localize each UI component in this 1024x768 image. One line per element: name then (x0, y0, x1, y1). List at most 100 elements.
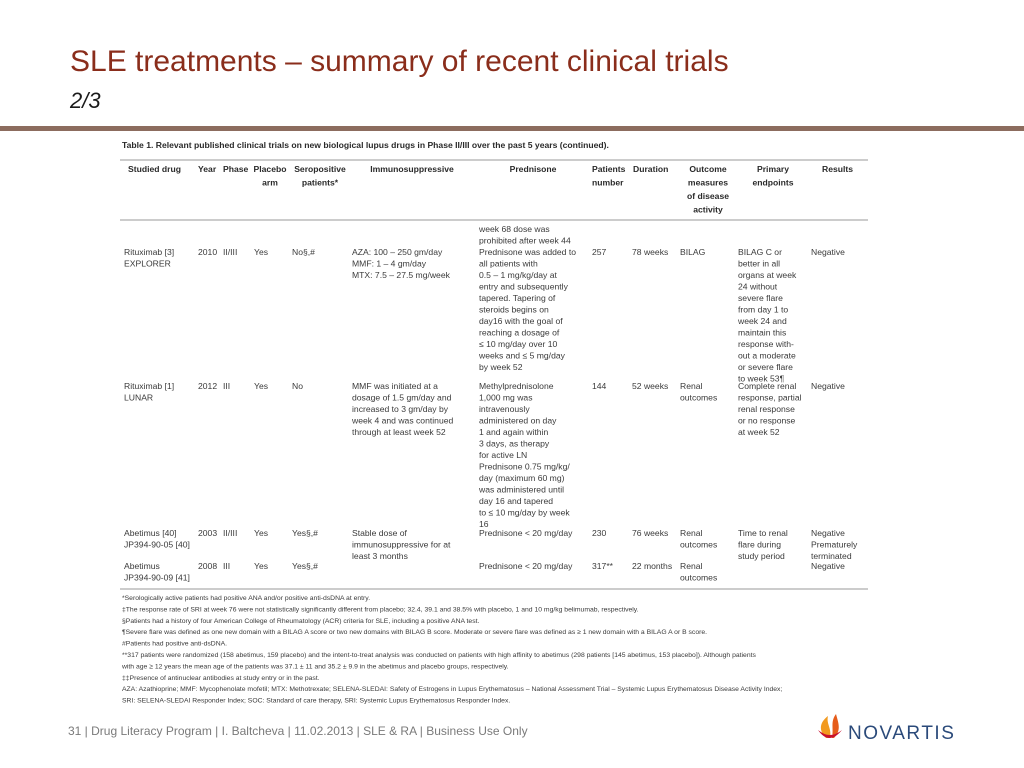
table-cell: 78 weeks (632, 247, 668, 257)
column-header: Studied drug (128, 164, 181, 174)
table-cell: terminated (811, 551, 852, 561)
column-header: patients* (302, 178, 339, 188)
table-cell: MMF: 1 – 4 gm/day (352, 259, 427, 269)
table-cell: LUNAR (124, 393, 153, 403)
table-cell: Abetimus [40] (124, 528, 177, 538)
table-cell: Complete renal (738, 381, 796, 391)
table-cell: Prednisone was added to (479, 247, 576, 257)
footer-text: 31 | Drug Literacy Program | I. Baltchev… (68, 724, 528, 738)
footnote: SRI: SELENA-SLEDAI Responder Index; SOC:… (122, 698, 510, 705)
table-cell: 1 and again within (479, 427, 548, 437)
table-cell: study period (738, 551, 785, 561)
table-cell: Yes (254, 247, 268, 257)
table-cell: intravenously (479, 404, 530, 414)
table-cell: increased to 3 gm/day by (352, 404, 449, 414)
column-header: Year (198, 164, 217, 174)
table-cell: outcomes (680, 540, 717, 550)
table-cell: Yes (254, 528, 268, 538)
column-header: number (592, 178, 624, 188)
table-cell: Renal (680, 381, 703, 391)
logo-text: NOVARTIS (848, 723, 955, 744)
table-cell: dosage of 1.5 gm/day and (352, 393, 452, 403)
column-header: Seropositive (294, 164, 346, 174)
logo-mark (818, 714, 842, 738)
table-cell: Renal (680, 528, 703, 538)
table-cell: JP394-90-05 [40] (124, 540, 190, 550)
column-header: Immunosuppressive (370, 164, 454, 174)
table-cell: immunosuppressive for at (352, 540, 451, 550)
table-cell: from day 1 to (738, 305, 788, 315)
table-cell: Prednisone < 20 mg/day (479, 528, 573, 538)
table-cell: Abetimus (124, 561, 160, 571)
column-header: Primary (757, 164, 789, 174)
table-caption: Table 1. Relevant published clinical tri… (122, 140, 609, 150)
table-cell: renal response (738, 404, 795, 414)
table-cell: reaching a dosage of (479, 328, 560, 338)
table-cell: Time to renal (738, 528, 788, 538)
table-cell: Renal (680, 561, 703, 571)
table-cell: 2012 (198, 381, 217, 391)
column-header: Phase (223, 164, 249, 174)
table-cell: 3 days, as therapy (479, 439, 550, 449)
footnote: ¶Severe flare was defined as one new dom… (122, 629, 707, 636)
table-cell: at week 52 (738, 427, 780, 437)
table-cell: week 24 and (737, 316, 787, 326)
table-cell: Yes (254, 561, 268, 571)
table-cell: tapered. Tapering of (479, 293, 556, 303)
table-cell: 1,000 mg was (479, 393, 533, 403)
table-cell: AZA: 100 – 250 gm/day (352, 247, 443, 257)
table-cell: flare during (738, 540, 781, 550)
footnote: **317 patients were randomized (158 abet… (122, 652, 756, 659)
table-cell: 144 (592, 381, 607, 391)
table-cell: response, partial (738, 393, 802, 403)
column-header: Duration (633, 164, 668, 174)
table-cell: better in all (738, 259, 780, 269)
table-cell: Methylprednisolone (479, 381, 554, 391)
footnote: #Patients had positive anti-dsDNA. (122, 641, 227, 648)
table-cell: or severe flare (738, 362, 793, 372)
table-cell: 2008 (198, 561, 217, 571)
table-cell: JP394-90-09 [41] (124, 573, 190, 583)
table-cell: 2003 (198, 528, 217, 538)
table-cell: to week 53¶ (738, 374, 785, 384)
table-cell: Prednisone 0.75 mg/kg/ (479, 462, 570, 472)
table-cell: III (223, 381, 230, 391)
table-cell: weeks and ≤ 5 mg/day (478, 351, 566, 361)
table-cell: EXPLORER (124, 259, 171, 269)
footnote: ‡The response rate of SRI at week 76 wer… (122, 606, 639, 613)
column-header: Placebo (254, 164, 287, 174)
table-cell: out a moderate (738, 351, 796, 361)
table-cell: day 16 and tapered (479, 496, 553, 506)
table-cell: week 4 and was continued (351, 416, 454, 426)
column-header: Patients (592, 164, 626, 174)
table-cell: or no response (738, 416, 796, 426)
table-cell: Rituximab [3] (124, 247, 174, 257)
table-cell: was administered until (478, 485, 564, 495)
table-cell: 76 weeks (632, 528, 668, 538)
table-cell: 0.5 – 1 mg/kg/day at (479, 270, 557, 280)
footnote: ‡‡Presence of antinuclear antibodies at … (122, 675, 320, 682)
table-cell: day (maximum 60 mg) (479, 473, 565, 483)
table-cell: Prematurely (811, 540, 858, 550)
table-cell: No§,# (292, 247, 315, 257)
column-header: Outcome (689, 164, 726, 174)
table-cell: severe flare (738, 293, 783, 303)
table-cell: 16 (479, 519, 489, 529)
table-cell: by week 52 (479, 362, 523, 372)
table-cell: Stable dose of (352, 528, 408, 538)
table-cell: Negative (811, 381, 845, 391)
table-cell: 257 (592, 247, 607, 257)
table-cell: II/III (223, 528, 237, 538)
table-cell: 317** (592, 561, 614, 571)
column-header: measures (688, 178, 728, 188)
table-cell: BILAG C or (738, 247, 782, 257)
table-cell: prohibited after week 44 (479, 236, 571, 246)
table-cell: III (223, 561, 230, 571)
title-rule (0, 126, 1024, 131)
column-header: of disease (687, 191, 729, 201)
table-cell: 22 months (632, 561, 672, 571)
footnote: §Patients had a history of four American… (122, 618, 480, 625)
slide-subtitle: 2/3 (69, 88, 101, 113)
table-cell: ≤ 10 mg/day over 10 (479, 339, 558, 349)
table-cell: least 3 months (352, 551, 408, 561)
